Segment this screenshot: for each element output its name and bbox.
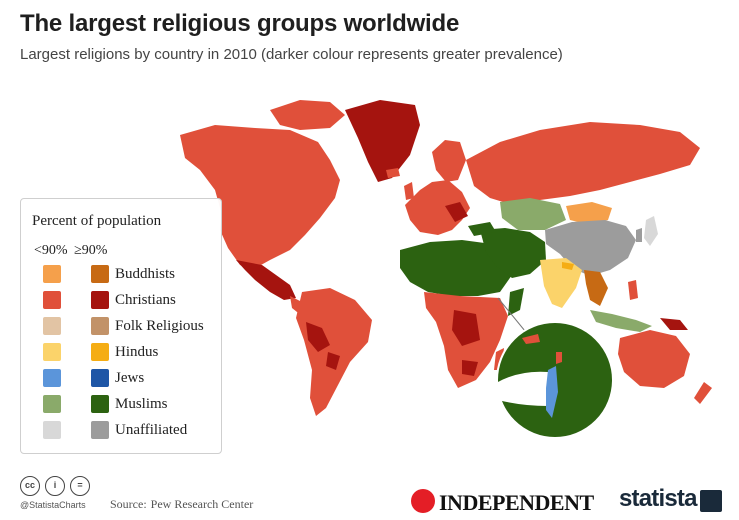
legend-item: Folk Religious bbox=[43, 317, 223, 335]
creative-commons-icon: cc bbox=[20, 476, 40, 496]
legend-label: Buddhists bbox=[115, 266, 176, 282]
inset-israel bbox=[546, 366, 558, 418]
legend-item: Hindus bbox=[43, 343, 223, 361]
map-japan bbox=[644, 216, 658, 246]
legend-swatch-low bbox=[43, 317, 61, 335]
map-papua bbox=[660, 318, 688, 330]
legend-swatch-low bbox=[43, 395, 61, 413]
independent-wordmark: INDEPENDENT bbox=[439, 490, 594, 515]
legend-label: Muslims bbox=[115, 396, 168, 412]
legend-title: Percent of population bbox=[32, 213, 162, 229]
map-nepal bbox=[562, 262, 574, 270]
no-derivatives-icon: = bbox=[70, 476, 90, 496]
legend-swatch-low bbox=[43, 421, 61, 439]
legend-label: Folk Religious bbox=[115, 318, 204, 334]
map-bolivia-peru bbox=[306, 322, 330, 352]
legend-swatch-high bbox=[91, 317, 109, 335]
map-new-zealand bbox=[694, 382, 712, 404]
map-southern-africa bbox=[462, 360, 478, 376]
legend-swatch-high bbox=[91, 369, 109, 387]
map-australia bbox=[618, 330, 690, 388]
inset-sea bbox=[498, 371, 548, 406]
map-north-america bbox=[180, 125, 340, 270]
world-map bbox=[180, 100, 712, 439]
map-philippines bbox=[628, 280, 638, 300]
source: Source: Pew Research Center bbox=[110, 497, 253, 512]
map-india bbox=[540, 258, 582, 308]
inset-cyprus bbox=[522, 334, 540, 344]
legend-item: Unaffiliated bbox=[43, 421, 223, 439]
legend-swatch-high bbox=[91, 265, 109, 283]
legend-item: Jews bbox=[43, 369, 223, 387]
map-mexico bbox=[236, 260, 296, 300]
map-turkey bbox=[468, 222, 496, 236]
legend-swatch-high bbox=[91, 291, 109, 309]
inset-lebanon bbox=[556, 352, 562, 364]
map-north-africa bbox=[400, 240, 512, 296]
map-scandinavia bbox=[432, 140, 466, 182]
legend-col-low: <90% bbox=[34, 243, 68, 258]
map-europe bbox=[405, 180, 470, 235]
legend: Percent of population <90% ≥90% Buddhist… bbox=[20, 198, 222, 454]
legend-item: Christians bbox=[43, 291, 223, 309]
source-label: Source: bbox=[110, 497, 147, 511]
legend-swatch-high bbox=[91, 343, 109, 361]
map-mongolia bbox=[566, 202, 612, 224]
legend-item: Buddhists bbox=[43, 265, 223, 283]
legend-label: Christians bbox=[115, 292, 176, 308]
legend-swatch-high bbox=[91, 421, 109, 439]
map-middle-east bbox=[480, 228, 546, 278]
legend-swatch-low bbox=[43, 265, 61, 283]
map-central-africa bbox=[452, 310, 480, 346]
page-subtitle: Largest religions by country in 2010 (da… bbox=[20, 46, 563, 63]
map-canadian-arctic bbox=[270, 100, 345, 130]
twitter-handle: @StatistaCharts bbox=[20, 500, 86, 510]
map-indochina bbox=[584, 270, 608, 306]
map-iceland bbox=[386, 168, 400, 178]
statista-icon bbox=[700, 490, 722, 512]
legend-swatch-high bbox=[91, 395, 109, 413]
statista-logo: statista bbox=[619, 485, 697, 512]
map-uk bbox=[404, 182, 414, 200]
map-korea bbox=[636, 228, 642, 242]
legend-swatch-low bbox=[43, 343, 61, 361]
map-russia bbox=[466, 122, 700, 204]
legend-swatch-low bbox=[43, 369, 61, 387]
map-horn-of-africa bbox=[508, 288, 524, 316]
legend-label: Jews bbox=[115, 370, 145, 386]
map-eastern-europe bbox=[445, 202, 468, 222]
legend-swatch-low bbox=[43, 291, 61, 309]
map-indonesia bbox=[590, 310, 652, 332]
map-kazakhstan bbox=[500, 198, 566, 230]
map-south-america bbox=[296, 288, 372, 416]
legend-label: Unaffiliated bbox=[115, 422, 188, 438]
attribution-icon: i bbox=[45, 476, 65, 496]
page-title: The largest religious groups worldwide bbox=[20, 10, 460, 37]
legend-header: <90% ≥90% bbox=[34, 243, 107, 259]
map-greenland bbox=[345, 100, 420, 182]
legend-col-high: ≥90% bbox=[74, 243, 108, 258]
legend-item: Muslims bbox=[43, 395, 223, 413]
independent-logo: INDEPENDENT bbox=[411, 489, 594, 515]
eagle-icon bbox=[411, 489, 435, 513]
legend-label: Hindus bbox=[115, 344, 159, 360]
source-value: Pew Research Center bbox=[150, 497, 254, 511]
map-paraguay bbox=[326, 352, 340, 370]
